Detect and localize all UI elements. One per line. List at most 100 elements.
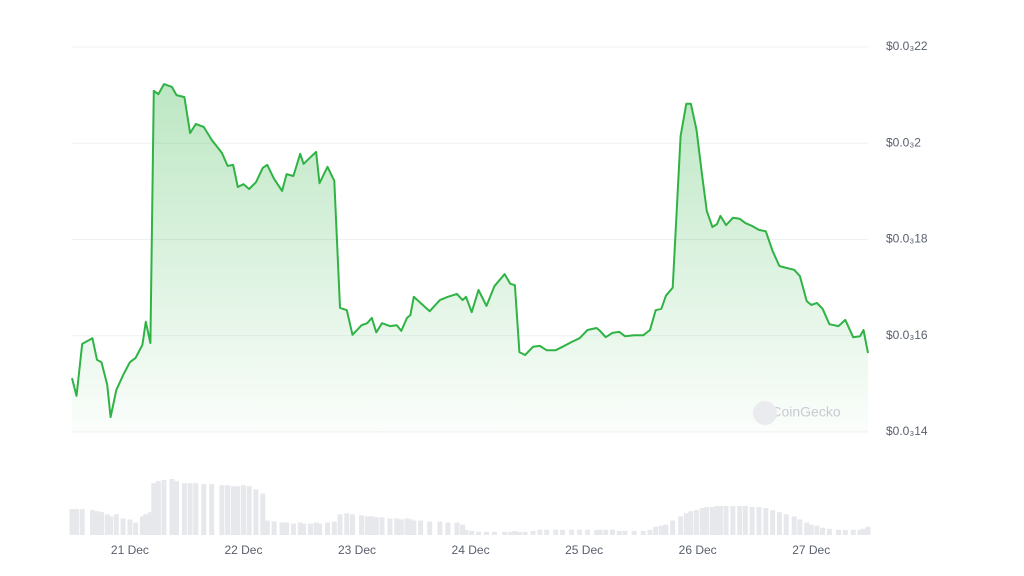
volume-bar <box>349 514 355 535</box>
volume-bar <box>616 530 622 535</box>
volume-bar <box>516 531 522 535</box>
volume-bar <box>219 485 225 535</box>
volume-bar <box>279 522 285 535</box>
volume-bar <box>209 484 215 535</box>
x-tick-label: 26 Dec <box>679 543 717 557</box>
volume-bar <box>808 524 814 535</box>
volume-bar <box>463 529 469 535</box>
volume-bar <box>246 486 252 535</box>
volume-bar <box>683 513 689 535</box>
y-tick-label: $0.0₃18 <box>886 232 928 246</box>
volume-bar <box>260 493 266 535</box>
volume-bar <box>730 505 736 535</box>
volume-bar <box>313 522 319 535</box>
volume-bar <box>507 531 513 535</box>
volume-bar <box>120 518 126 535</box>
volume-bar <box>331 521 337 535</box>
volume-bar <box>860 528 866 535</box>
volume-bar <box>850 529 856 535</box>
volume-bar <box>155 481 161 535</box>
volume-bar <box>647 529 653 535</box>
volume-bar <box>364 516 370 535</box>
volume-bar <box>749 507 755 535</box>
watermark-logo <box>753 401 777 425</box>
volume-bar <box>631 530 637 535</box>
volume-bar <box>530 530 536 535</box>
volume-bar <box>678 516 684 535</box>
volume-bar <box>127 519 133 535</box>
volume-bar <box>865 526 871 535</box>
volume-bar <box>373 517 379 535</box>
volume-bar <box>271 521 277 535</box>
volume-bar <box>264 520 270 535</box>
volume-bar <box>857 529 863 535</box>
volume-bar <box>151 483 157 535</box>
volume-bar <box>74 509 80 535</box>
volume-bar <box>512 530 518 535</box>
volume-bar <box>108 516 114 535</box>
volume-bar <box>804 522 810 535</box>
volume-bar <box>437 521 443 535</box>
x-tick-label: 25 Dec <box>565 543 603 557</box>
volume-bar <box>69 509 75 535</box>
volume-bar <box>147 512 153 535</box>
volume-bar <box>476 531 482 535</box>
volume-bar <box>359 515 365 535</box>
volume-bar <box>235 486 241 535</box>
x-tick-label: 22 Dec <box>224 543 262 557</box>
volume-bar <box>143 514 149 535</box>
volume-bar <box>783 514 789 535</box>
volume-bar <box>418 520 424 535</box>
volume-bar <box>737 505 743 535</box>
volume-bar <box>253 489 259 535</box>
price-area <box>72 84 868 432</box>
x-tick-label: 27 Dec <box>792 543 830 557</box>
volume-bar <box>709 507 715 535</box>
volume-bar <box>99 512 105 535</box>
volume-bar <box>454 522 460 535</box>
volume-bar <box>469 530 475 535</box>
volume-bar <box>694 510 700 535</box>
volume-bar <box>704 507 710 535</box>
volume-bar <box>240 485 246 535</box>
volume-bar <box>814 525 820 535</box>
volume-bar <box>297 522 303 535</box>
volume-bar <box>699 508 705 535</box>
volume-bar <box>187 483 193 535</box>
volume-bar <box>324 522 330 535</box>
volume-bar <box>404 518 410 535</box>
volume-bar <box>723 505 729 535</box>
volume-bar <box>411 520 417 535</box>
volume-bar <box>344 513 350 535</box>
volume-bar <box>603 529 609 535</box>
volume-bar <box>407 519 413 535</box>
volume-bar <box>585 529 591 535</box>
volume-bars <box>69 479 871 535</box>
volume-bar <box>173 481 179 535</box>
volume-bar <box>653 526 659 535</box>
volume-bar <box>553 529 559 535</box>
watermark: CoinGecko <box>771 404 840 420</box>
volume-bar <box>79 509 85 535</box>
x-tick-label: 23 Dec <box>338 543 376 557</box>
volume-bar <box>569 529 575 535</box>
volume-bar <box>670 520 676 535</box>
volume-bar <box>394 518 400 535</box>
volume-bar <box>317 523 323 535</box>
volume-bar <box>610 529 616 535</box>
volume-bar <box>763 508 769 535</box>
volume-bar <box>193 483 199 535</box>
volume-bar <box>688 511 694 535</box>
volume-bar <box>714 505 720 535</box>
volume-bar <box>230 486 236 535</box>
volume-bar <box>139 516 145 535</box>
volume-bar <box>301 523 307 535</box>
y-tick-label: $0.0₃14 <box>886 424 928 438</box>
volume-bar <box>460 524 466 535</box>
volume-bar <box>89 510 95 535</box>
volume-bar <box>387 518 393 535</box>
volume-bar <box>181 483 187 535</box>
volume-bar <box>104 514 110 535</box>
volume-bar <box>290 523 296 535</box>
